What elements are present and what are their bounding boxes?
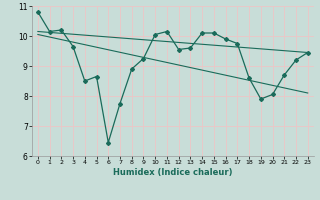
X-axis label: Humidex (Indice chaleur): Humidex (Indice chaleur): [113, 168, 233, 177]
